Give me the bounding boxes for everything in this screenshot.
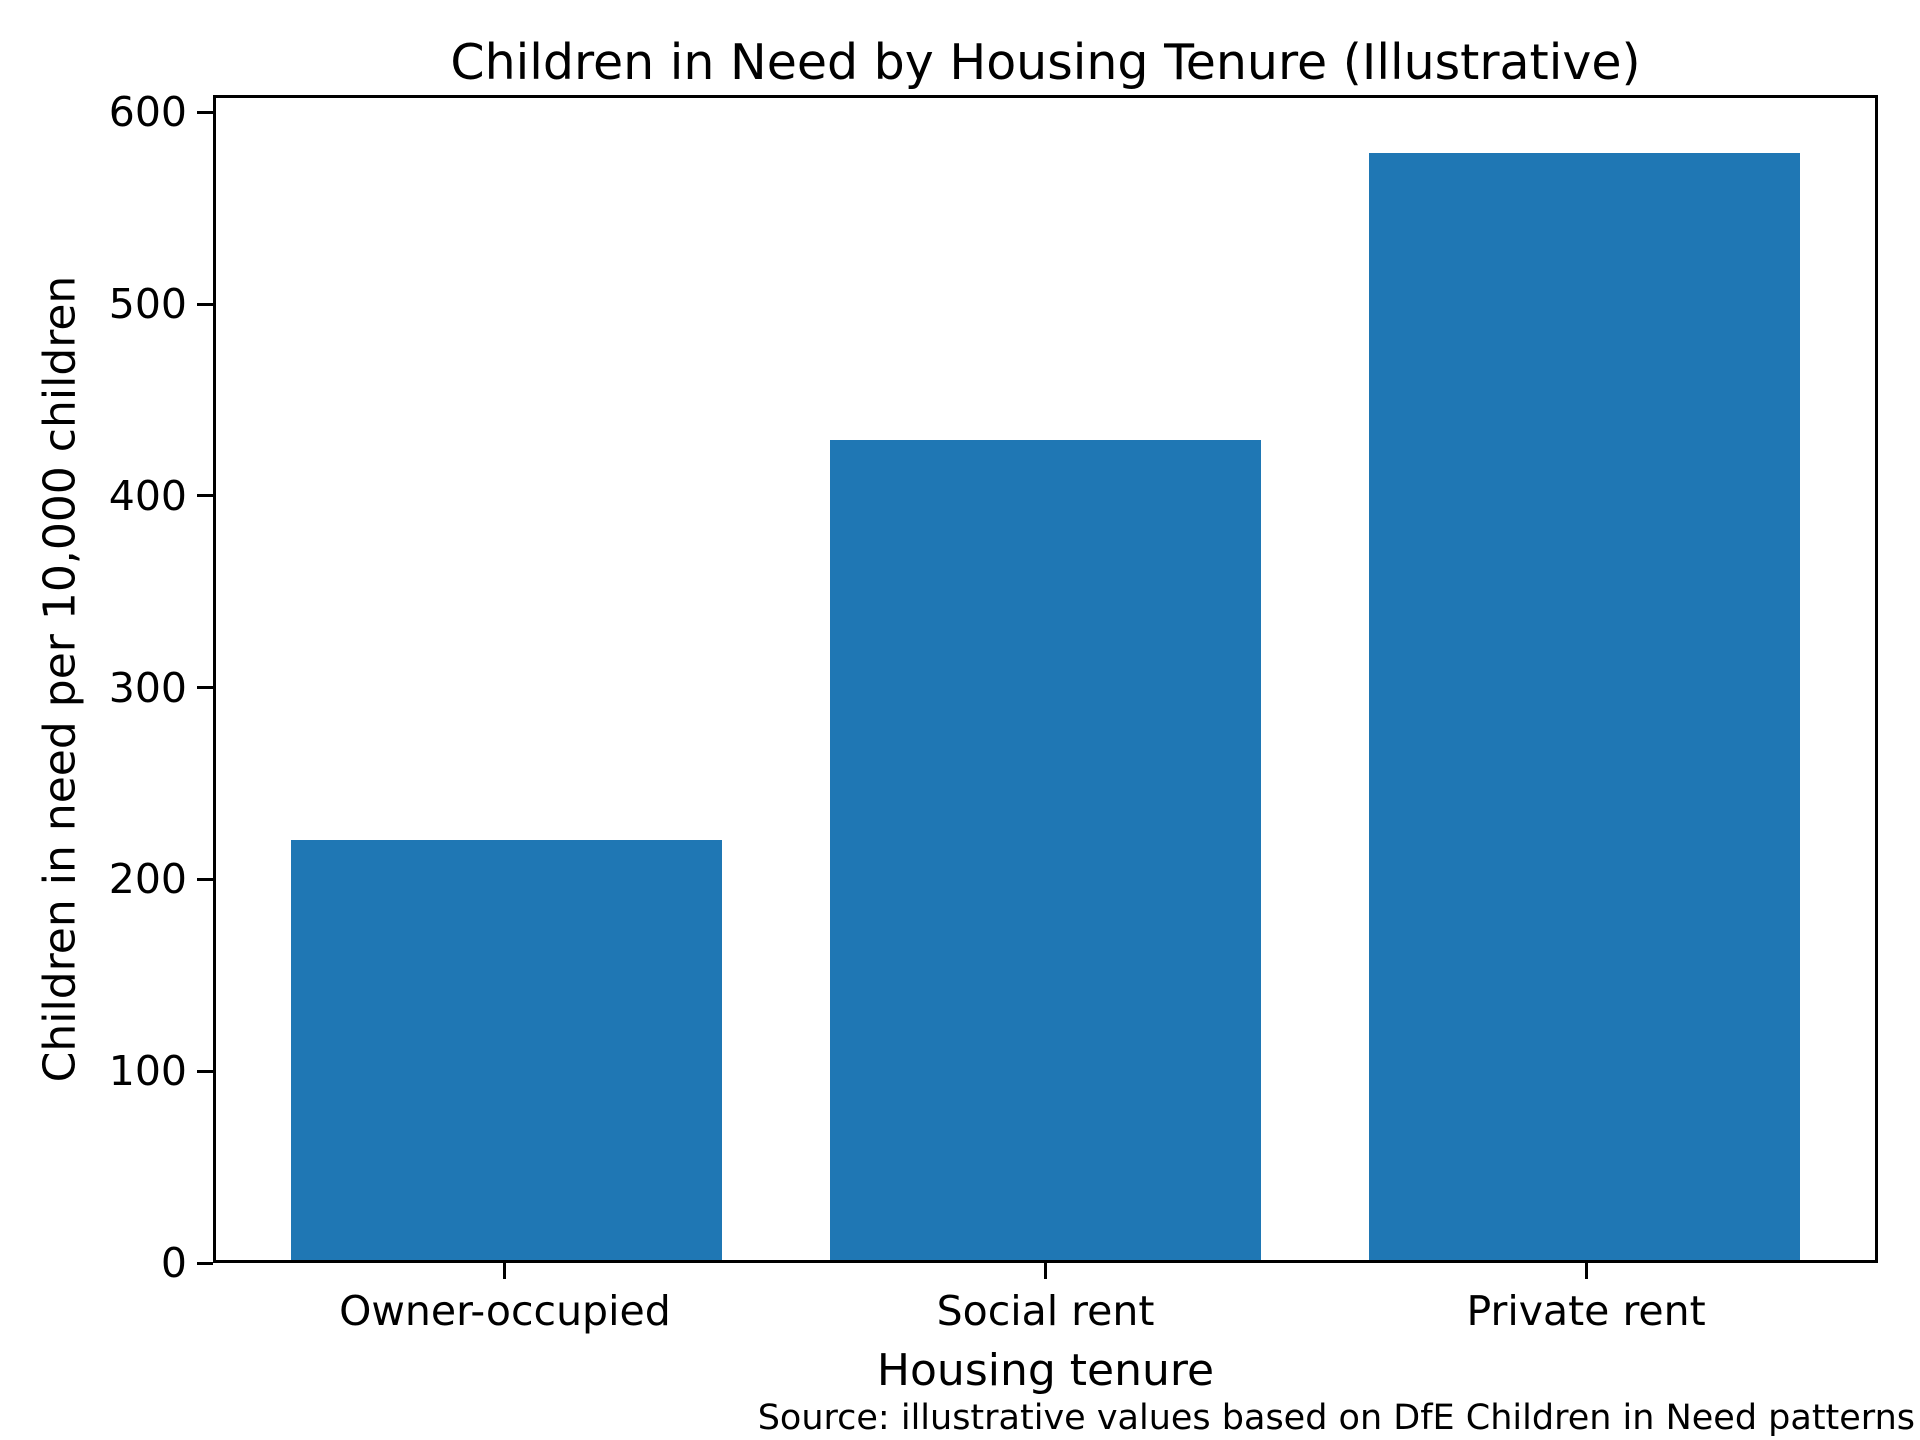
y-tick-label: 500: [108, 280, 187, 329]
y-tick-mark: [197, 686, 213, 690]
y-tick-mark: [197, 877, 213, 881]
y-tick-mark: [197, 302, 213, 306]
chart-title: Children in Need by Housing Tenure (Illu…: [450, 34, 1641, 91]
x-tick-label: Owner-occupied: [339, 1287, 671, 1335]
y-tick-label: 400: [108, 471, 187, 520]
y-tick-mark: [197, 110, 213, 114]
bar-owner-occupied: [291, 840, 723, 1260]
source-note: Source: illustrative values based on DfE…: [757, 1398, 1915, 1438]
y-tick-label: 100: [108, 1047, 187, 1096]
bar-private-rent: [1368, 153, 1800, 1260]
y-tick-label: 600: [108, 88, 187, 137]
y-tick-label: 0: [160, 1239, 187, 1287]
x-tick-mark: [503, 1263, 507, 1279]
x-tick-label: Private rent: [1466, 1287, 1706, 1335]
plot-area: [213, 95, 1878, 1263]
y-tick-mark: [197, 1069, 213, 1073]
x-axis-label: Housing tenure: [876, 1345, 1215, 1396]
y-tick-label: 300: [108, 663, 187, 712]
x-tick-mark: [1044, 1263, 1047, 1279]
x-tick-mark: [1584, 1263, 1588, 1279]
y-tick-mark: [197, 1261, 213, 1265]
x-tick-label: Social rent: [936, 1287, 1155, 1335]
y-tick-mark: [197, 494, 213, 498]
bar-social-rent: [830, 439, 1261, 1260]
y-tick-label: 200: [108, 855, 187, 904]
